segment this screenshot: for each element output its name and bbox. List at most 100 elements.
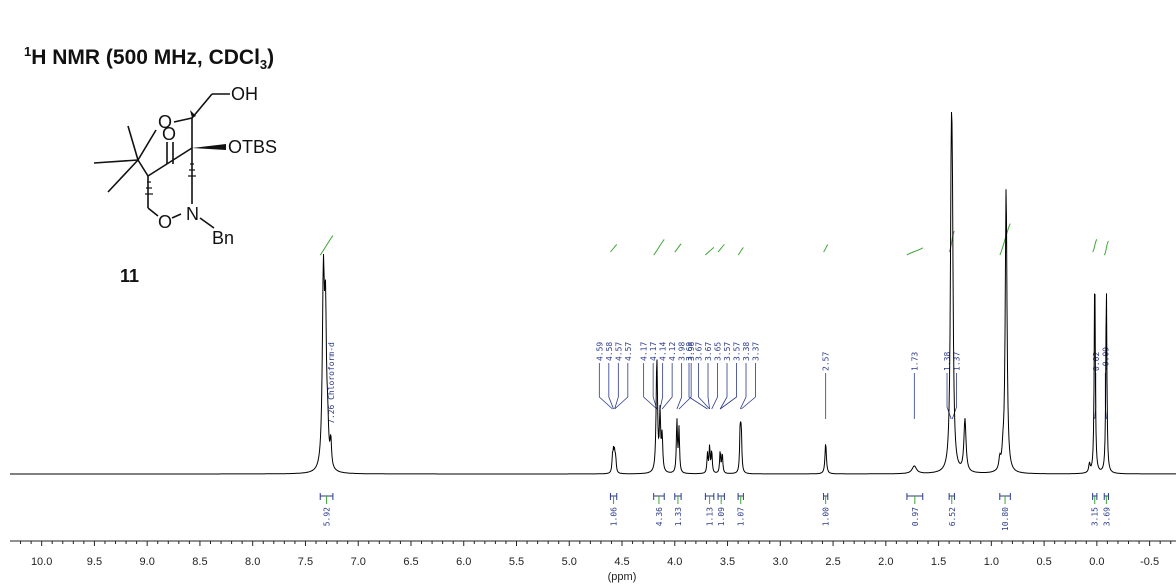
integral-marker: 1.13: [704, 493, 715, 526]
compound-number: 11: [120, 266, 139, 286]
integral-curve: [906, 247, 924, 256]
x-tick-label: 1.0: [984, 556, 999, 568]
peak-label-leader: [614, 363, 619, 410]
peak-label: 1.38: [943, 352, 952, 371]
integral-marker: 1.33: [674, 493, 683, 526]
integral-curve: [1092, 239, 1098, 253]
x-tick-label: 6.0: [456, 556, 471, 568]
lower-oxygen: O: [158, 212, 172, 232]
peak-labels: 4.59 4.58 4.57 4.57 4.17 4.17 4.14 4.12 3.98 3.96…: [327, 342, 1111, 424]
peak-label: 3.57: [733, 342, 742, 361]
peak-label: 1.73: [910, 352, 919, 371]
peak-label-leader: [643, 363, 658, 410]
oh-group: OH: [231, 84, 258, 104]
integral-marker: 6.52: [948, 493, 957, 526]
carbonyl-oxygen: O: [162, 124, 176, 144]
integral-marker: 3.69: [1102, 493, 1111, 526]
peak-label-leader: [719, 363, 728, 410]
peak-label: 4.17: [640, 342, 649, 361]
integral-marker: 1.07: [737, 493, 746, 526]
integral-marker: 5.92: [319, 493, 334, 526]
x-tick-label: 0.0: [1089, 556, 1104, 568]
x-tick-label: 10.0: [31, 556, 52, 568]
title-isotope: 1: [24, 44, 32, 59]
x-tick-label: 5.0: [562, 556, 577, 568]
peak-label-leader: [676, 363, 683, 410]
peak-label: 4.57: [614, 342, 623, 361]
peak-label-leader: [719, 363, 737, 410]
integral-curve: [653, 239, 665, 256]
x-tick-label: 8.0: [245, 556, 260, 568]
x-tick-label: 2.5: [825, 556, 840, 568]
x-tick-label: 8.5: [192, 556, 207, 568]
peak-label-group: 4.17 4.17 4.14 4.12 3.98 3.96: [640, 342, 696, 410]
benzyl-group: Bn: [212, 228, 234, 248]
peak-label-leader: [946, 373, 952, 420]
integral-value: 3.15: [1091, 507, 1100, 526]
peak-label-leader: [652, 363, 658, 410]
x-tick-label: 5.5: [509, 556, 524, 568]
x-axis-label: (ppm): [608, 571, 637, 583]
title-main: H NMR (500 MHz, CDCl: [31, 46, 260, 69]
peak-label: 4.17: [649, 342, 658, 361]
peak-label-leader: [678, 363, 692, 410]
nitrogen: N: [186, 204, 199, 224]
peak-label: 4.14: [659, 342, 668, 361]
integral-curve: [1103, 240, 1109, 256]
peak-label: 2.57: [822, 352, 831, 371]
peak-label: 3.69: [685, 342, 694, 361]
x-tick-label: 3.0: [773, 556, 788, 568]
integral-curve: [705, 246, 715, 256]
x-tick-label: -0.5: [1140, 556, 1159, 568]
peak-label-leader: [707, 363, 710, 410]
peak-label-leader: [598, 363, 613, 410]
peak-label: 3.96: [687, 342, 696, 361]
x-tick-label: 7.0: [351, 556, 366, 568]
peak-label: 3.57: [723, 342, 732, 361]
integral-value: 0.97: [911, 507, 920, 526]
peak-label-group: 4.59 4.58 4.57 4.57: [595, 342, 633, 410]
integral-marker: 1.06: [610, 493, 619, 526]
x-tick-label: 9.0: [140, 556, 155, 568]
peak-label: 3.98: [678, 342, 687, 361]
integral-value: 10.80: [1001, 507, 1010, 531]
peak-label: 3.38: [742, 342, 751, 361]
x-tick-label: 0.5: [1036, 556, 1051, 568]
peak-label-leader: [688, 363, 708, 410]
x-tick-label: 1.5: [931, 556, 946, 568]
integral-value: 6.52: [948, 507, 957, 526]
integral-curve: [823, 244, 829, 253]
solvent-label: 7.26 Chloroform-d: [327, 342, 336, 424]
integral-curve: [610, 244, 618, 253]
x-tick-label: 3.5: [720, 556, 735, 568]
peak-label-group: 3.69 3.67 3.67 3.65 3.57 3.57 3.38 3.37: [685, 342, 761, 410]
x-tick-label: 9.5: [87, 556, 102, 568]
integral-curve: [948, 230, 955, 253]
integral-marker: 1.00: [822, 493, 831, 526]
peak-label-leader: [711, 363, 718, 410]
peak-label-leader: [661, 363, 673, 410]
peak-label: 3.65: [714, 342, 723, 361]
peak-label: 3.67: [695, 342, 704, 361]
integral-markers: 5.92 1.06 4.36 1.33 1.13 1.09 1.07 1.00 0.97 6.52…: [319, 493, 1111, 531]
integral-curve: [319, 235, 334, 256]
integral-value: 5.92: [323, 507, 332, 526]
integral-curves: [319, 223, 1109, 256]
title-suffix: ): [267, 46, 275, 69]
x-tick-label: 4.0: [667, 556, 682, 568]
integral-value: 1.09: [717, 507, 726, 526]
peak-label: 3.37: [752, 342, 761, 361]
peak-label-leader: [698, 363, 710, 410]
x-tick-label: 4.5: [614, 556, 629, 568]
peak-label-group: 2.57: [822, 352, 831, 419]
peak-label-leader: [614, 363, 629, 410]
integral-value: 1.07: [737, 507, 746, 526]
peak-label-leader: [659, 363, 664, 410]
integral-value: 1.00: [822, 507, 831, 526]
peak-label: 4.12: [668, 342, 677, 361]
integral-value: 1.06: [610, 507, 619, 526]
integral-marker: 1.09: [717, 493, 726, 526]
peak-label: 4.58: [605, 342, 614, 361]
